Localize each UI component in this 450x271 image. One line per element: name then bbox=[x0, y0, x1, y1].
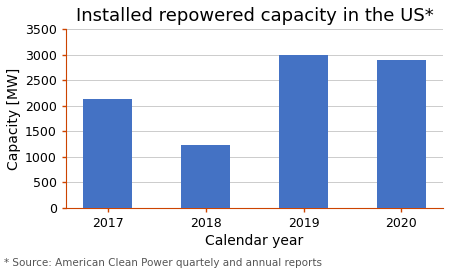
Bar bbox=[377, 60, 426, 208]
Title: Installed repowered capacity in the US*: Installed repowered capacity in the US* bbox=[76, 7, 433, 25]
Y-axis label: Capacity [MW]: Capacity [MW] bbox=[7, 67, 21, 170]
Text: * Source: American Clean Power quartely and annual reports: * Source: American Clean Power quartely … bbox=[4, 258, 323, 268]
Bar bbox=[83, 99, 132, 208]
X-axis label: Calendar year: Calendar year bbox=[205, 234, 304, 248]
Bar bbox=[181, 145, 230, 208]
Bar bbox=[279, 55, 328, 208]
